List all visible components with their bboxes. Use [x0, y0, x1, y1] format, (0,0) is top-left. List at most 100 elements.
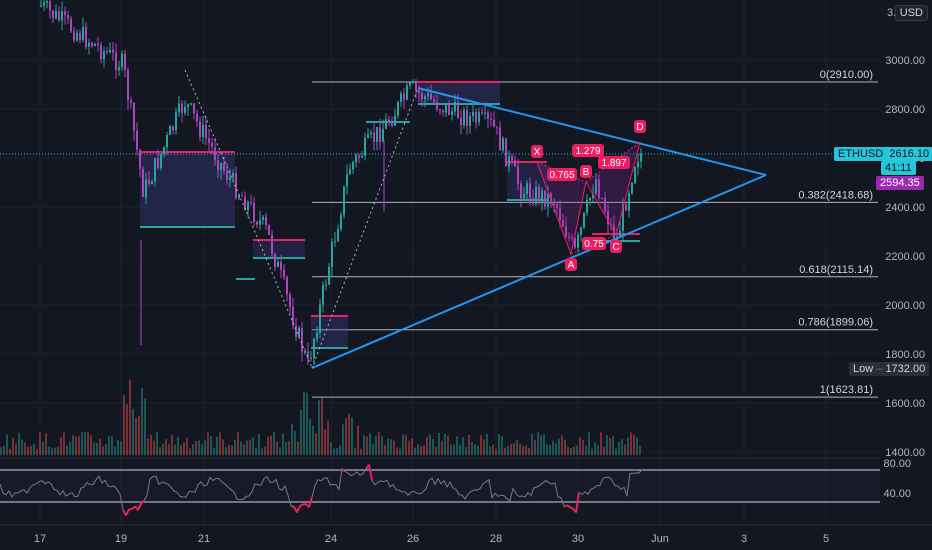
candle: [538, 187, 540, 202]
volume-bar: [3, 446, 5, 455]
volume-bar: [228, 444, 230, 455]
volume-bar: [390, 439, 392, 455]
volume-bar: [378, 431, 380, 455]
candle: [355, 155, 357, 163]
low-value: 1732.00: [885, 363, 926, 375]
candle: [145, 179, 147, 197]
volume-bar: [93, 442, 95, 455]
candle: [469, 116, 471, 126]
candle: [211, 142, 213, 147]
volume-bar: [270, 435, 272, 455]
volume-bar: [147, 438, 149, 455]
pattern-point-label: D: [636, 122, 643, 133]
candle: [397, 101, 399, 116]
candle: [547, 193, 549, 207]
candle: [382, 128, 384, 142]
volume-bar: [63, 432, 65, 455]
pattern-point-label: C: [612, 242, 619, 253]
volume-bar: [258, 434, 260, 455]
candle: [256, 222, 258, 225]
candle: [433, 99, 435, 102]
volume-bar: [537, 432, 539, 455]
time-tick: 17: [34, 533, 46, 545]
candle: [634, 167, 636, 184]
pattern-point-badge: [610, 240, 622, 253]
candle: [268, 224, 270, 235]
candle: [445, 103, 447, 113]
price-tick: 2400.00: [885, 202, 925, 214]
low-label: Low: [853, 363, 874, 375]
volume-bar: [639, 445, 641, 455]
candle: [523, 194, 525, 199]
candle: [619, 230, 621, 238]
candle: [364, 137, 366, 156]
volume-bar: [327, 420, 329, 455]
ratio-label: 1.897: [601, 158, 626, 169]
volume-bar: [402, 434, 404, 455]
candle: [598, 179, 600, 199]
candle: [325, 284, 327, 286]
volume-bar: [600, 432, 602, 455]
volume-bar: [468, 435, 470, 455]
candle: [376, 127, 378, 142]
volume-bar: [624, 444, 626, 455]
volume-bar: [477, 445, 479, 455]
volume-bar: [444, 433, 446, 455]
volume-bar: [138, 415, 140, 455]
volume-bar: [630, 432, 632, 455]
dotted-line: [184, 69, 313, 369]
volume-bar: [381, 435, 383, 455]
volume-bar: [384, 445, 386, 455]
candle: [148, 179, 150, 185]
volume-bar: [276, 441, 278, 455]
volume-bar: [576, 445, 578, 455]
volume-bar: [231, 445, 233, 455]
candle: [199, 121, 201, 137]
pattern-point-badge: [634, 120, 646, 133]
candle: [94, 43, 96, 46]
rsi-extreme-segment: [368, 464, 373, 481]
rsi-extreme-segment: [137, 503, 142, 511]
volume-bar: [459, 444, 461, 455]
currency-button[interactable]: USD: [894, 5, 928, 21]
candle: [403, 93, 405, 100]
candle: [103, 51, 105, 60]
candle: [298, 327, 300, 337]
fib-label: 0(2910.00): [820, 69, 873, 81]
price-tick: 2800.00: [885, 104, 925, 116]
volume-bar: [465, 447, 467, 455]
candle: [193, 103, 195, 114]
trendline-upper: [417, 87, 767, 176]
volume-bar: [207, 432, 209, 455]
candle: [409, 82, 411, 86]
volume-bar: [303, 391, 305, 455]
volume-bar: [528, 447, 530, 455]
candle: [349, 169, 351, 175]
rsi-extreme-segment: [563, 504, 568, 508]
candle: [154, 158, 156, 182]
candle: [418, 90, 420, 94]
volume-bar: [18, 432, 20, 455]
candle: [58, 11, 60, 21]
volume-bar: [615, 448, 617, 455]
volume-bar: [306, 392, 308, 455]
volume-bar: [186, 437, 188, 455]
price-tick: 1600.00: [885, 398, 925, 410]
time-tick: 26: [407, 533, 419, 545]
volume-bar: [363, 435, 365, 455]
volume-bar: [45, 433, 47, 455]
candle: [424, 96, 426, 100]
volume-bar: [474, 444, 476, 455]
volume-bar: [159, 447, 161, 455]
candle: [172, 126, 174, 131]
candle: [394, 115, 396, 126]
candle: [49, 1, 51, 11]
volume-bar: [399, 448, 401, 455]
volume-bar: [420, 446, 422, 455]
candle: [340, 215, 342, 230]
volume-bar: [48, 446, 50, 455]
volume-bar: [183, 442, 185, 455]
rsi-extreme-segment: [566, 504, 571, 508]
volume-bar: [126, 404, 128, 455]
